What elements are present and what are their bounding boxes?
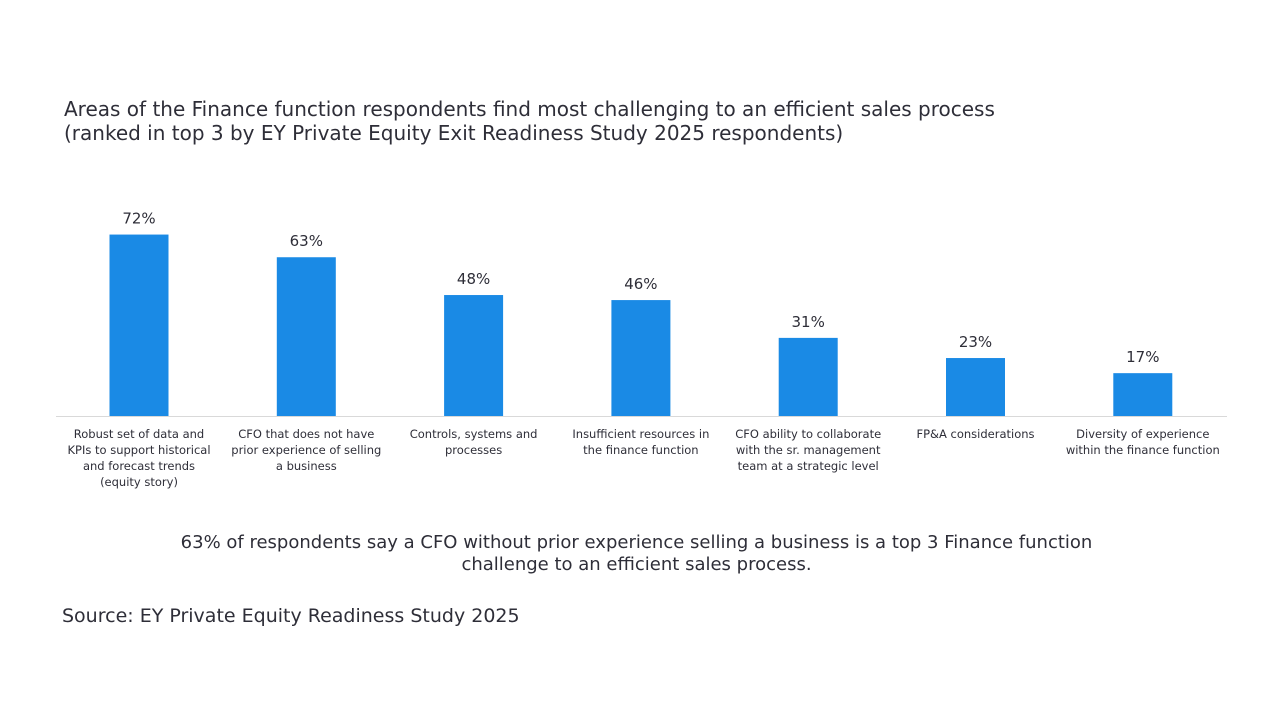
category-label-line: Robust set of data and	[74, 427, 204, 441]
category-label-4: Insufficient resources in the finance fun…	[572, 427, 709, 457]
bar-value-label-3: 48%	[457, 270, 490, 288]
bar-value-label-6: 23%	[959, 333, 992, 351]
category-label-line: team at a strategic level	[738, 459, 879, 473]
category-label-6: FP&A considerations	[916, 427, 1034, 441]
category-label-line: and forecast trends	[83, 459, 195, 473]
category-label-line: with the sr. management	[736, 443, 881, 457]
category-label-1: Robust set of data and KPIs to support hi…	[67, 427, 210, 489]
category-label-line: within the finance function	[1066, 443, 1220, 457]
chart-title-line-1: Areas of the Finance function respondent…	[64, 97, 995, 121]
bar-3	[444, 295, 504, 416]
bar-7	[1113, 373, 1173, 416]
category-label-line: Controls, systems and	[410, 427, 538, 441]
category-label-line: Insufficient resources in	[572, 427, 709, 441]
category-label-line: prior experience of selling	[231, 443, 381, 457]
bar-chart: 72% Robust set of data and KPIs to support…	[56, 210, 1227, 489]
category-label-line: Diversity of experience	[1076, 427, 1209, 441]
bar-value-label-1: 72%	[122, 210, 155, 228]
category-label-line: processes	[445, 443, 502, 457]
chart-title: Areas of the Finance function respondent…	[64, 97, 1214, 145]
summary-line-2: challenge to an efficient sales process.	[461, 554, 812, 575]
category-label-5: CFO ability to collaborate with the sr. m…	[735, 427, 881, 473]
category-label-line: CFO that does not have	[238, 427, 374, 441]
category-label-line: FP&A considerations	[916, 427, 1034, 441]
bar-value-label-2: 63%	[290, 232, 323, 250]
bar-2	[276, 257, 336, 416]
category-label-line: (equity story)	[100, 475, 178, 489]
bar-5	[778, 337, 838, 416]
chart-title-line-2: (ranked in top 3 by EY Private Equity Ex…	[64, 121, 844, 145]
bar-6	[946, 358, 1005, 416]
summary-line-1: 63% of respondents say a CFO without pri…	[180, 532, 1093, 553]
bar-value-label-7: 17%	[1126, 348, 1159, 366]
category-label-line: CFO ability to collaborate	[735, 427, 881, 441]
category-label-2: CFO that does not have prior experience o…	[231, 427, 381, 473]
bar-value-label-4: 46%	[624, 275, 657, 293]
category-label-3: Controls, systems and processes	[410, 427, 538, 457]
category-label-line: KPIs to support historical	[67, 443, 210, 457]
category-label-line: a business	[276, 459, 337, 473]
category-label-7: Diversity of experience within the financ…	[1066, 427, 1220, 457]
summary-text: 63% of respondents say a CFO without pri…	[100, 532, 1173, 576]
bar-1	[109, 234, 169, 416]
bar-value-label-5: 31%	[792, 313, 825, 331]
bar-4	[611, 300, 671, 416]
source-note: Source: EY Private Equity Readiness Stud…	[62, 605, 520, 627]
category-label-line: the finance function	[583, 443, 698, 457]
